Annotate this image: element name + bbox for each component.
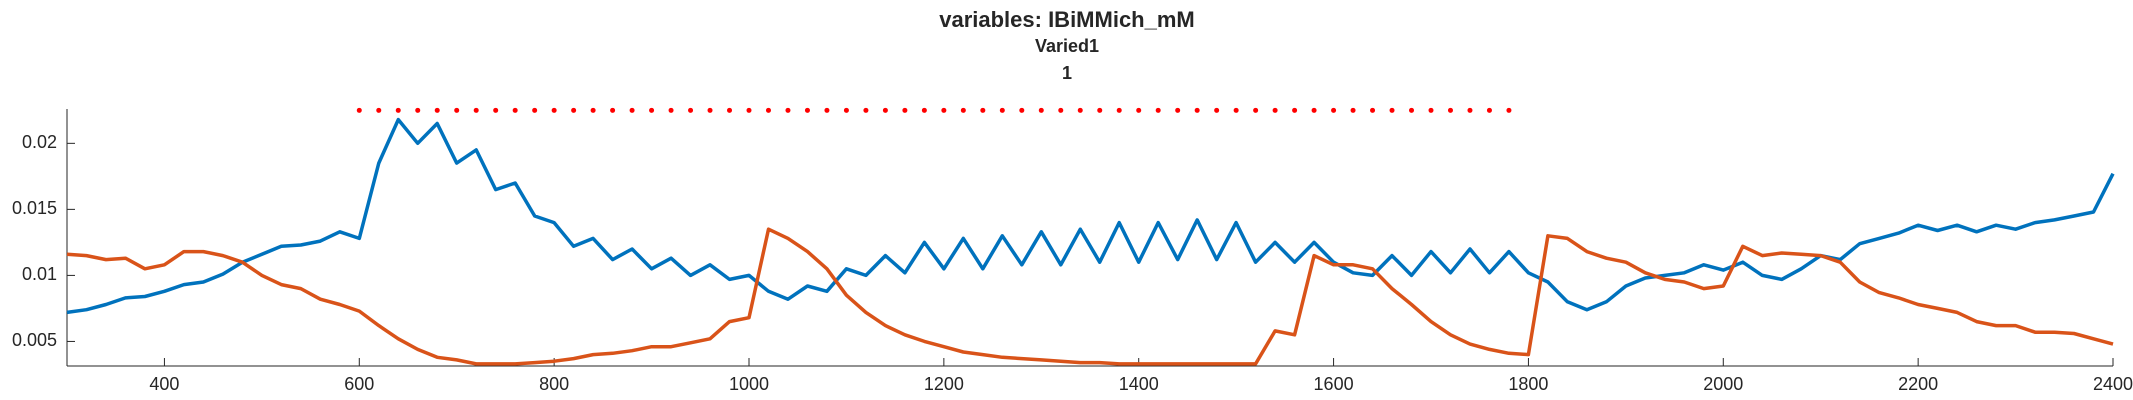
dot bbox=[571, 107, 577, 113]
dot bbox=[356, 107, 362, 113]
dot bbox=[1272, 107, 1278, 113]
dot bbox=[1194, 107, 1200, 113]
dot bbox=[824, 107, 830, 113]
dot bbox=[1058, 107, 1064, 113]
x-tick-label: 2400 bbox=[2093, 374, 2133, 394]
dot bbox=[863, 107, 869, 113]
dot bbox=[512, 107, 518, 113]
dot bbox=[1253, 107, 1259, 113]
dot bbox=[1506, 107, 1512, 113]
series-line bbox=[66, 227, 2114, 366]
x-tick-label: 600 bbox=[344, 374, 374, 394]
dot bbox=[882, 107, 888, 113]
dot bbox=[1389, 107, 1395, 113]
chart-subtitle: Varied1 bbox=[1035, 36, 1099, 56]
dot bbox=[493, 107, 499, 113]
x-tick-label: 1200 bbox=[924, 374, 964, 394]
dot bbox=[1331, 107, 1337, 113]
y-tick-label: 0.005 bbox=[12, 330, 57, 350]
dot bbox=[707, 107, 713, 113]
dot bbox=[765, 107, 771, 113]
dot bbox=[1370, 107, 1376, 113]
dot bbox=[1136, 107, 1142, 113]
y-tick-label: 0.015 bbox=[12, 198, 57, 218]
y-tick-label: 0.01 bbox=[22, 264, 57, 284]
dot bbox=[1292, 107, 1298, 113]
dot bbox=[960, 107, 966, 113]
dot bbox=[1409, 107, 1415, 113]
dot bbox=[785, 107, 791, 113]
dot bbox=[843, 107, 849, 113]
dot bbox=[454, 107, 460, 113]
x-tick-label: 2000 bbox=[1703, 374, 1743, 394]
dot bbox=[1214, 107, 1220, 113]
dot bbox=[941, 107, 947, 113]
dot bbox=[804, 107, 810, 113]
x-tick-label: 1000 bbox=[729, 374, 769, 394]
dot bbox=[1486, 107, 1492, 113]
dot bbox=[1447, 107, 1453, 113]
dot bbox=[902, 107, 908, 113]
chart-title: variables: IBiMMich_mM bbox=[939, 7, 1195, 32]
dot bbox=[1350, 107, 1356, 113]
dot bbox=[1155, 107, 1161, 113]
dot bbox=[1097, 107, 1103, 113]
x-tick-label: 400 bbox=[149, 374, 179, 394]
dot bbox=[688, 107, 694, 113]
dot bbox=[980, 107, 986, 113]
dot bbox=[376, 107, 382, 113]
dot bbox=[1019, 107, 1025, 113]
y-tick-label: 0.02 bbox=[22, 132, 57, 152]
chart-subtitle: 1 bbox=[1062, 63, 1072, 83]
dot bbox=[727, 107, 733, 113]
x-tick-label: 800 bbox=[539, 374, 569, 394]
x-tick-label: 1600 bbox=[1314, 374, 1354, 394]
dot bbox=[1233, 107, 1239, 113]
dot bbox=[999, 107, 1005, 113]
dot bbox=[532, 107, 538, 113]
dot bbox=[668, 107, 674, 113]
dot bbox=[649, 107, 655, 113]
dot bbox=[415, 107, 421, 113]
x-tick-label: 2200 bbox=[1898, 374, 1938, 394]
dot bbox=[1467, 107, 1473, 113]
dot bbox=[1077, 107, 1083, 113]
dot bbox=[746, 107, 752, 113]
dot bbox=[610, 107, 616, 113]
dot bbox=[551, 107, 557, 113]
x-tick-label: 1400 bbox=[1119, 374, 1159, 394]
dot bbox=[434, 107, 440, 113]
dot bbox=[1038, 107, 1044, 113]
series-line bbox=[66, 117, 2115, 315]
dot bbox=[395, 107, 401, 113]
dot bbox=[629, 107, 635, 113]
dot bbox=[1116, 107, 1122, 113]
dot bbox=[473, 107, 479, 113]
dot bbox=[590, 107, 596, 113]
dot bbox=[1175, 107, 1181, 113]
dot bbox=[1428, 107, 1434, 113]
dot bbox=[921, 107, 927, 113]
dot bbox=[1311, 107, 1317, 113]
x-tick-label: 1800 bbox=[1508, 374, 1548, 394]
